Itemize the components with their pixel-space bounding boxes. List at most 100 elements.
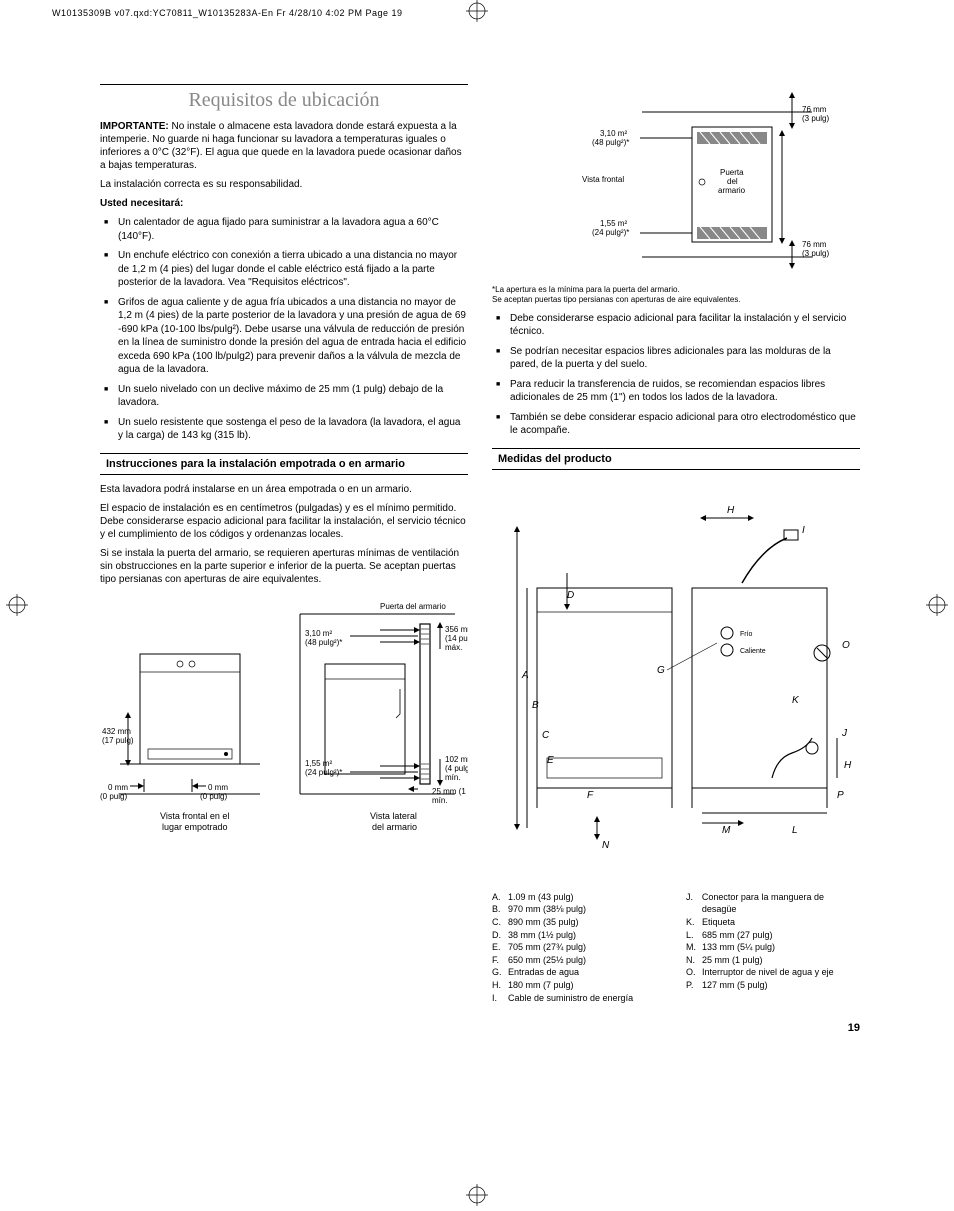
dim-text: 890 mm (35 pulg): [508, 916, 579, 929]
reg-mark-bottom: [466, 1184, 488, 1206]
svg-text:Vista frontal en ellugar empot: Vista frontal en ellugar empotrado: [160, 811, 229, 832]
list-item: Un enchufe eléctrico con conexión a tier…: [100, 249, 468, 290]
dims-col-left: A.1.09 m (43 pulg)B.970 mm (38⅛ pulg)C.8…: [492, 891, 666, 1004]
svg-text:L: L: [792, 825, 798, 836]
svg-text:356 mm(14 pulg)máx.: 356 mm(14 pulg)máx.: [445, 625, 468, 652]
dim-letter: E.: [492, 941, 508, 954]
dim-text: 180 mm (7 pulg): [508, 979, 574, 992]
svg-text:Puertadelarmario: Puertadelarmario: [718, 168, 746, 195]
sub1-p3: Si se instala la puerta del armario, se …: [100, 547, 468, 586]
dim-row: L.685 mm (27 pulg): [686, 929, 860, 942]
svg-text:Vista lateraldel armario: Vista lateraldel armario: [370, 811, 417, 832]
dim-row: E.705 mm (27¾ pulg): [492, 941, 666, 954]
asterisk-note: *La apertura es la mínima para la puerta…: [492, 285, 860, 306]
subsection-closet: Instrucciones para la instalación empotr…: [100, 453, 468, 475]
svg-text:I: I: [802, 525, 805, 536]
dim-text: 38 mm (1½ pulg): [508, 929, 576, 942]
dim-text: 685 mm (27 pulg): [702, 929, 773, 942]
svg-text:76 mm(3 pulg): 76 mm(3 pulg): [802, 105, 829, 123]
svg-text:0 mm: 0 mm: [108, 783, 128, 792]
svg-text:(0 pulg): (0 pulg): [100, 792, 127, 801]
dim-text: 1.09 m (43 pulg): [508, 891, 574, 904]
dim-letter: C.: [492, 916, 508, 929]
reg-mark-top: [466, 0, 488, 22]
svg-text:0 mm: 0 mm: [208, 783, 228, 792]
svg-text:Caliente: Caliente: [740, 648, 766, 655]
dim-text: 705 mm (27¾ pulg): [508, 941, 586, 954]
print-header: W10135309B v07.qxd:YC70811_W10135283A-En…: [52, 8, 403, 18]
dim-text: Cable de suministro de energía: [508, 992, 633, 1005]
dim-row: O.Interruptor de nivel de agua y eje: [686, 966, 860, 979]
sub1-p1: Esta lavadora podrá instalarse en un áre…: [100, 483, 468, 496]
svg-text:C: C: [542, 730, 550, 741]
dim-row: F.650 mm (25½ pulg): [492, 954, 666, 967]
dim-letter: K.: [686, 916, 702, 929]
reg-mark-left: [6, 594, 28, 616]
sub1-p2: El espacio de instalación es en centímet…: [100, 502, 468, 541]
dim-letter: P.: [686, 979, 702, 992]
list-item: También se debe considerar espacio adici…: [492, 411, 860, 438]
svg-text:J: J: [841, 728, 848, 739]
dim-text: Conector para la manguera de desagüe: [702, 891, 860, 916]
dims-col-right: J.Conector para la manguera de desagüeK.…: [686, 891, 860, 1004]
right-column: Puertadelarmario 3,10 m²(48 pulg²)* Vist…: [492, 84, 860, 1004]
svg-text:3,10 m²(48 pulg²)*: 3,10 m²(48 pulg²)*: [305, 629, 342, 647]
svg-text:Vista frontal: Vista frontal: [582, 175, 624, 184]
dim-letter: M.: [686, 941, 702, 954]
important-label: IMPORTANTE:: [100, 121, 169, 132]
dim-text: Etiqueta: [702, 916, 735, 929]
left-column: Requisitos de ubicación IMPORTANTE: No i…: [100, 84, 468, 1004]
svg-text:K: K: [792, 695, 800, 706]
list-item: Para reducir la transferencia de ruidos,…: [492, 378, 860, 405]
page-content: Requisitos de ubicación IMPORTANTE: No i…: [100, 84, 860, 1004]
svg-text:G: G: [657, 665, 665, 676]
dim-letter: D.: [492, 929, 508, 942]
dim-text: 133 mm (5¼ pulg): [702, 941, 775, 954]
important-paragraph: IMPORTANTE: No instale o almacene esta l…: [100, 120, 468, 172]
dim-row: H.180 mm (7 pulg): [492, 979, 666, 992]
list-item: Un suelo nivelado con un declive máximo …: [100, 383, 468, 410]
svg-text:A: A: [521, 670, 529, 681]
svg-text:1,55 m²(24 pulg²)*: 1,55 m²(24 pulg²)*: [305, 759, 342, 777]
dim-row: G.Entradas de agua: [492, 966, 666, 979]
closet-diagram: 432 mm(17 pulg) 0 mm (0 pulg) 0 mm (0 pu…: [100, 594, 468, 859]
dim-row: D.38 mm (1½ pulg): [492, 929, 666, 942]
dim-row: C.890 mm (35 pulg): [492, 916, 666, 929]
page-number: 19: [848, 1022, 860, 1034]
product-dimensions-diagram: A B C D E F N: [492, 478, 860, 883]
dim-row: A.1.09 m (43 pulg): [492, 891, 666, 904]
dim-432: 432 mm(17 pulg): [102, 727, 134, 745]
dim-text: 650 mm (25½ pulg): [508, 954, 586, 967]
dim-letter: A.: [492, 891, 508, 904]
list-item: Debe considerarse espacio adicional para…: [492, 312, 860, 339]
dim-letter: G.: [492, 966, 508, 979]
front-view-diagram: Puertadelarmario 3,10 m²(48 pulg²)* Vist…: [492, 92, 860, 277]
svg-text:3,10 m²(48 pulg²)*: 3,10 m²(48 pulg²)*: [592, 129, 629, 147]
dim-letter: J.: [686, 891, 702, 916]
subsection-title: Medidas del producto: [492, 453, 860, 465]
dim-letter: I.: [492, 992, 508, 1005]
svg-text:B: B: [532, 700, 539, 711]
svg-text:N: N: [602, 840, 610, 851]
dim-row: I.Cable de suministro de energía: [492, 992, 666, 1005]
need-label: Usted necesitará:: [100, 197, 468, 210]
svg-text:Frío: Frío: [740, 631, 753, 638]
dim-row: J.Conector para la manguera de desagüe: [686, 891, 860, 916]
svg-text:76 mm(3 pulg): 76 mm(3 pulg): [802, 240, 829, 258]
dimensions-legend: A.1.09 m (43 pulg)B.970 mm (38⅛ pulg)C.8…: [492, 891, 860, 1004]
list-item: Un calentador de agua fijado para sumini…: [100, 216, 468, 243]
svg-text:Puerta del armario: Puerta del armario: [380, 602, 446, 611]
dim-row: P.127 mm (5 pulg): [686, 979, 860, 992]
dim-letter: F.: [492, 954, 508, 967]
dim-row: B.970 mm (38⅛ pulg): [492, 903, 666, 916]
list-item: Un suelo resistente que sostenga el peso…: [100, 416, 468, 443]
responsibility-text: La instalación correcta es su responsabi…: [100, 178, 468, 191]
dim-text: Entradas de agua: [508, 966, 579, 979]
svg-text:F: F: [587, 790, 594, 801]
dim-row: K.Etiqueta: [686, 916, 860, 929]
svg-text:H: H: [844, 760, 852, 771]
svg-text:(0 pulg): (0 pulg): [200, 792, 227, 801]
dim-text: 127 mm (5 pulg): [702, 979, 768, 992]
subsection-product-dims: Medidas del producto: [492, 448, 860, 470]
dim-text: 970 mm (38⅛ pulg): [508, 903, 586, 916]
